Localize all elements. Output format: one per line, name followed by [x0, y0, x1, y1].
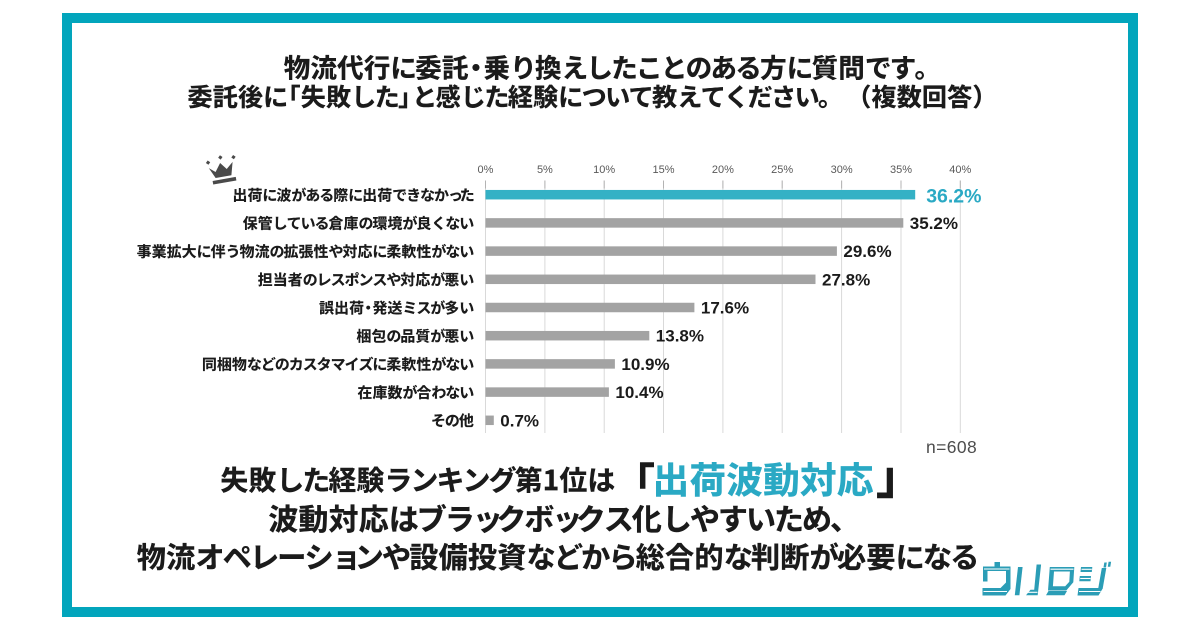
svg-text:13.8%: 13.8% [656, 327, 704, 346]
svg-text:0%: 0% [478, 164, 494, 176]
svg-text:25%: 25% [771, 164, 793, 176]
svg-text:10.9%: 10.9% [621, 355, 669, 374]
svg-text:35%: 35% [890, 164, 912, 176]
svg-text:5%: 5% [537, 164, 553, 176]
svg-text:35.2%: 35.2% [910, 214, 958, 233]
svg-text:36.2%: 36.2% [926, 186, 981, 208]
svg-text:0.7%: 0.7% [500, 411, 539, 430]
svg-text:15%: 15% [652, 164, 674, 176]
svg-text:29.6%: 29.6% [843, 242, 891, 261]
svg-text:20%: 20% [712, 164, 734, 176]
svg-text:17.6%: 17.6% [701, 299, 749, 318]
svg-text:40%: 40% [949, 164, 971, 176]
svg-text:n=608: n=608 [926, 437, 977, 457]
svg-text:27.8%: 27.8% [822, 270, 870, 289]
svg-text:10%: 10% [593, 164, 615, 176]
svg-text:10.4%: 10.4% [615, 383, 663, 402]
svg-text:30%: 30% [831, 164, 853, 176]
